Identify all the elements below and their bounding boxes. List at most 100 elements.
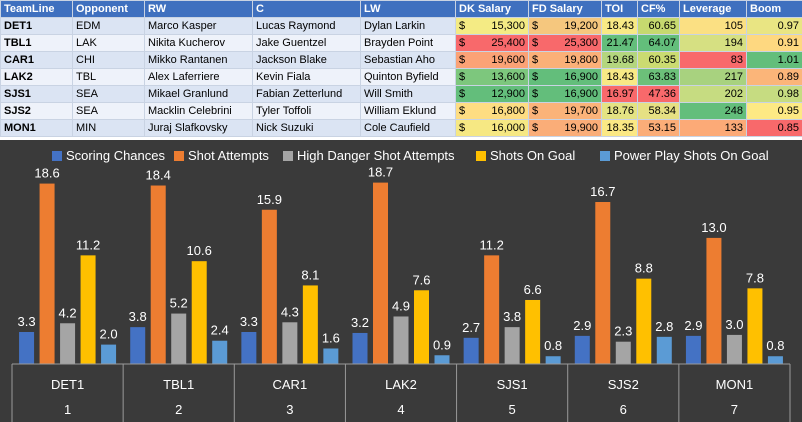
dk-salary-cell[interactable]: $16,000 (455, 119, 529, 137)
rw-cell[interactable]: Mikael Granlund (144, 85, 253, 103)
opponent-cell[interactable]: LAK (72, 34, 145, 52)
col-header-cf[interactable]: CF% (637, 0, 680, 18)
bar-shots-on-goal[interactable] (414, 290, 429, 364)
rw-cell[interactable]: Juraj Slafkovsky (144, 119, 253, 137)
teamline-cell[interactable]: LAK2 (0, 68, 73, 86)
teamline-cell[interactable]: SJS2 (0, 102, 73, 120)
toi-cell[interactable]: 21.47 (601, 34, 638, 52)
lw-cell[interactable]: William Eklund (360, 102, 456, 120)
opponent-cell[interactable]: SEA (72, 85, 145, 103)
leverage-cell[interactable]: 133 (679, 119, 747, 137)
toi-cell[interactable]: 18.76 (601, 102, 638, 120)
bar-high-danger-shot-attempts[interactable] (171, 313, 187, 364)
rw-cell[interactable]: Nikita Kucherov (144, 34, 253, 52)
teamline-cell[interactable]: SJS1 (0, 85, 73, 103)
table-row[interactable]: SJS1 SEA Mikael Granlund Fabian Zetterlund W… (0, 85, 802, 103)
bar-high-danger-shot-attempts[interactable] (726, 334, 742, 364)
legend-label[interactable]: Shot Attempts (188, 148, 269, 163)
bar-scoring-chances[interactable] (463, 337, 479, 364)
col-header-opponent[interactable]: Opponent (72, 0, 145, 18)
lw-cell[interactable]: Sebastian Aho (360, 51, 456, 69)
col-header-fd-salary[interactable]: FD Salary (528, 0, 602, 18)
bar-power-play-shots-on-goal[interactable] (767, 356, 783, 364)
bar-scoring-chances[interactable] (352, 332, 368, 364)
leverage-cell[interactable]: 105 (679, 17, 747, 35)
bar-shot-attempts[interactable] (595, 202, 611, 364)
dk-salary-cell[interactable]: $19,600 (455, 51, 529, 69)
cf-cell[interactable]: 60.35 (637, 51, 680, 69)
bar-high-danger-shot-attempts[interactable] (282, 322, 298, 364)
boom-cell[interactable]: 0.89 (746, 68, 802, 86)
bar-power-play-shots-on-goal[interactable] (323, 348, 339, 364)
fd-salary-cell[interactable]: $16,900 (528, 68, 602, 86)
toi-cell[interactable]: 19.68 (601, 51, 638, 69)
bar-power-play-shots-on-goal[interactable] (212, 340, 228, 364)
toi-cell[interactable]: 18.43 (601, 68, 638, 86)
opponent-cell[interactable]: TBL (72, 68, 145, 86)
col-header-lw[interactable]: LW (360, 0, 456, 18)
bar-power-play-shots-on-goal[interactable] (434, 355, 450, 364)
bar-shots-on-goal[interactable] (747, 288, 763, 364)
col-header-toi[interactable]: TOI (601, 0, 638, 18)
bar-shots-on-goal[interactable] (636, 278, 652, 364)
table-row[interactable]: CAR1 CHI Mikko Rantanen Jackson Blake Sebast… (0, 51, 802, 69)
fd-salary-cell[interactable]: $19,200 (528, 17, 602, 35)
bar-shots-on-goal[interactable] (80, 255, 96, 364)
bar-high-danger-shot-attempts[interactable] (504, 327, 520, 364)
boom-cell[interactable]: 0.97 (746, 17, 802, 35)
rw-cell[interactable]: Marco Kasper (144, 17, 253, 35)
legend-label[interactable]: Power Play Shots On Goal (614, 148, 769, 163)
bar-scoring-chances[interactable] (241, 331, 257, 364)
dk-salary-cell[interactable]: $15,300 (455, 17, 529, 35)
cf-cell[interactable]: 64.07 (637, 34, 680, 52)
cf-cell[interactable]: 58.34 (637, 102, 680, 120)
rw-cell[interactable]: Alex Laferriere (144, 68, 253, 86)
col-header-rw[interactable]: RW (144, 0, 253, 18)
table-row[interactable]: MON1 MIN Juraj Slafkovsky Nick Suzuki Cole C… (0, 119, 802, 137)
bar-high-danger-shot-attempts[interactable] (60, 323, 76, 364)
boom-cell[interactable]: 1.01 (746, 51, 802, 69)
c-cell[interactable]: Kevin Fiala (252, 68, 361, 86)
legend-label[interactable]: Shots On Goal (490, 148, 575, 163)
dk-salary-cell[interactable]: $25,400 (455, 34, 529, 52)
bar-shot-attempts[interactable] (484, 255, 500, 364)
bar-scoring-chances[interactable] (130, 327, 146, 364)
boom-cell[interactable]: 0.91 (746, 34, 802, 52)
bar-scoring-chances[interactable] (685, 335, 701, 364)
bar-shot-attempts[interactable] (150, 185, 166, 364)
fd-salary-cell[interactable]: $19,800 (528, 51, 602, 69)
boom-cell[interactable]: 0.85 (746, 119, 802, 137)
fd-salary-cell[interactable]: $16,900 (528, 85, 602, 103)
rw-cell[interactable]: Mikko Rantanen (144, 51, 253, 69)
bar-shot-attempts[interactable] (39, 183, 55, 364)
bar-power-play-shots-on-goal[interactable] (656, 336, 672, 364)
bar-shots-on-goal[interactable] (525, 299, 541, 364)
c-cell[interactable]: Fabian Zetterlund (252, 85, 361, 103)
dk-salary-cell[interactable]: $16,800 (455, 102, 529, 120)
toi-cell[interactable]: 16.97 (601, 85, 638, 103)
col-header-leverage[interactable]: Leverage (679, 0, 747, 18)
c-cell[interactable]: Jake Guentzel (252, 34, 361, 52)
bar-shot-attempts[interactable] (373, 182, 388, 364)
lw-cell[interactable]: Dylan Larkin (360, 17, 456, 35)
cf-cell[interactable]: 47.36 (637, 85, 680, 103)
c-cell[interactable]: Lucas Raymond (252, 17, 361, 35)
bar-high-danger-shot-attempts[interactable] (615, 341, 631, 364)
leverage-cell[interactable]: 217 (679, 68, 747, 86)
toi-cell[interactable]: 18.35 (601, 119, 638, 137)
table-row[interactable]: SJS2 SEA Macklin Celebrini Tyler Toffoli Wil… (0, 102, 802, 120)
cf-cell[interactable]: 63.83 (637, 68, 680, 86)
bar-scoring-chances[interactable] (19, 331, 35, 364)
lw-cell[interactable]: Quinton Byfield (360, 68, 456, 86)
teamline-cell[interactable]: MON1 (0, 119, 73, 137)
opponent-cell[interactable]: CHI (72, 51, 145, 69)
cf-cell[interactable]: 53.15 (637, 119, 680, 137)
c-cell[interactable]: Nick Suzuki (252, 119, 361, 137)
dk-salary-cell[interactable]: $13,600 (455, 68, 529, 86)
leverage-cell[interactable]: 202 (679, 85, 747, 103)
col-header-boom[interactable]: Boom (746, 0, 802, 18)
cf-cell[interactable]: 60.65 (637, 17, 680, 35)
leverage-cell[interactable]: 248 (679, 102, 747, 120)
table-row[interactable]: DET1 EDM Marco Kasper Lucas Raymond Dylan La… (0, 17, 802, 35)
boom-cell[interactable]: 0.95 (746, 102, 802, 120)
